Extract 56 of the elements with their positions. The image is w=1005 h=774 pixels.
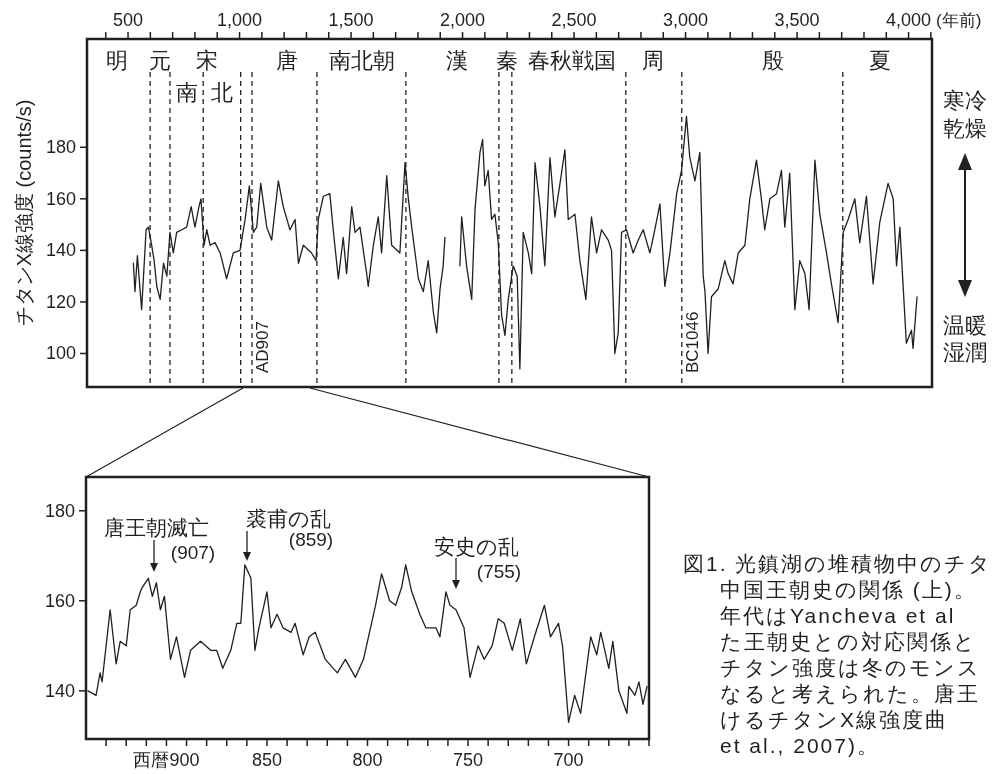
- x-tick-label: 750: [453, 750, 484, 770]
- x-tick-label: 3,000: [663, 10, 709, 30]
- text: 湿潤: [943, 339, 987, 365]
- text: なると考えられた。唐王: [720, 681, 980, 705]
- text: 温暖: [943, 312, 987, 338]
- text: 中国王朝史の関係 (上)。: [720, 577, 977, 601]
- annotation: (755): [476, 560, 522, 582]
- annotation: 殷: [762, 47, 784, 73]
- x-tick-label: 2,500: [551, 10, 597, 30]
- annotation: 明: [106, 47, 128, 73]
- annotation: 春秋戦国: [528, 47, 616, 73]
- text: チタン強度は冬のモンス: [720, 655, 981, 679]
- annotation: (859): [288, 528, 334, 550]
- annotation: 宋: [196, 47, 218, 73]
- ref-line-label: BC1046: [682, 311, 702, 373]
- annotation: 安史の乱: [433, 534, 519, 558]
- annotation: (907): [170, 541, 216, 563]
- annotation: 夏: [869, 47, 891, 73]
- x-axis-title: (年前): [936, 11, 982, 30]
- x-tick-label: 500: [113, 10, 144, 30]
- ref-line-label: AD907: [253, 321, 273, 373]
- annotation: 南北朝: [329, 47, 395, 73]
- y-axis-title: チタンX線強度 (counts/s): [13, 99, 35, 327]
- x-tick-label: 700: [553, 750, 584, 770]
- text: 寒冷: [943, 87, 987, 113]
- y-tick-label: 120: [45, 291, 76, 312]
- annotation: 唐王朝滅亡: [103, 515, 209, 539]
- y-tick-label: 160: [44, 590, 75, 611]
- y-tick-label: 160: [45, 188, 76, 209]
- text: た王朝史との対応関係と: [720, 629, 977, 653]
- annotation: 唐: [276, 47, 298, 73]
- x-tick-label: 3,500: [774, 10, 820, 30]
- text: けるチタンX線強度曲: [720, 707, 949, 731]
- annotation: 周: [642, 47, 664, 73]
- annotation: 南: [176, 79, 198, 105]
- y-tick-label: 100: [45, 343, 76, 364]
- x-tick-label: 1,000: [217, 10, 263, 30]
- annotation: 元: [149, 47, 171, 73]
- annotation: 裘甫の乱: [245, 506, 331, 530]
- x-tick-label: 850: [251, 750, 282, 770]
- x-tick-label: 西暦900: [133, 750, 200, 770]
- y-tick-label: 140: [45, 240, 76, 261]
- x-tick-label: 800: [352, 750, 383, 770]
- text: 乾燥: [943, 115, 987, 141]
- x-tick-label: 1,500: [328, 10, 374, 30]
- y-tick-label: 140: [44, 680, 75, 701]
- annotation: 秦: [496, 47, 518, 73]
- text: 年代はYancheva et al: [720, 603, 956, 627]
- caption: 図1. 光鎮湖の堆積物中のチタ: [683, 551, 993, 575]
- annotation: 北: [211, 79, 233, 105]
- y-tick-label: 180: [45, 137, 76, 158]
- x-tick-label: 4,000: [886, 10, 932, 30]
- annotation: 漢: [446, 47, 468, 73]
- y-tick-label: 180: [44, 500, 75, 521]
- x-tick-label: 2,000: [440, 10, 486, 30]
- text: et al., 2007)。: [720, 733, 880, 757]
